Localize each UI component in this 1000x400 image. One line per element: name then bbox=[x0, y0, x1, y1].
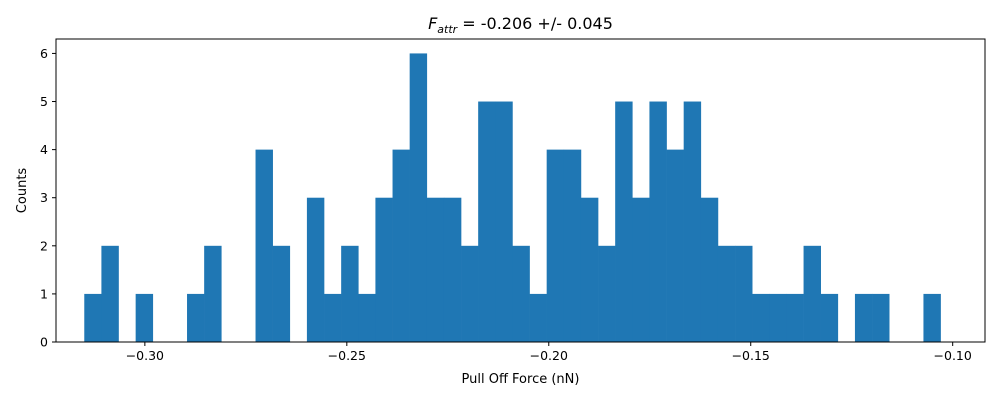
x-tick-label: −0.15 bbox=[732, 348, 770, 363]
histogram-bar bbox=[358, 293, 376, 342]
histogram-bar bbox=[495, 101, 513, 343]
histogram-bar bbox=[255, 149, 273, 342]
chart-title: Fattr = -0.206 +/- 0.045 bbox=[428, 14, 613, 36]
histogram-bar bbox=[872, 293, 890, 342]
histogram-bar bbox=[666, 149, 684, 342]
histogram-bar bbox=[341, 245, 359, 342]
histogram-bar bbox=[409, 53, 428, 343]
histogram-bar bbox=[478, 101, 496, 343]
histogram-bar bbox=[204, 245, 222, 342]
histogram-bar bbox=[135, 293, 154, 342]
y-tick-label: 5 bbox=[40, 94, 48, 109]
x-tick-label: −0.30 bbox=[126, 348, 164, 363]
title-value: = -0.206 +/- 0.045 bbox=[457, 14, 613, 33]
histogram-bar bbox=[683, 101, 702, 343]
x-axis-ticks: −0.30 −0.25 −0.20 −0.15 −0.10 bbox=[126, 342, 972, 363]
x-tick-label: −0.20 bbox=[530, 348, 568, 363]
histogram-bar bbox=[803, 245, 821, 342]
histogram-bar bbox=[700, 197, 719, 342]
histogram-bar bbox=[598, 245, 616, 342]
histogram-bar bbox=[752, 293, 770, 342]
title-variable: F bbox=[428, 14, 438, 33]
histogram-bar bbox=[786, 293, 804, 342]
histogram-bar bbox=[426, 197, 445, 342]
y-tick-label: 2 bbox=[40, 238, 48, 253]
histogram-bar bbox=[820, 293, 839, 342]
y-axis-label: Counts bbox=[15, 168, 30, 214]
histogram-bar bbox=[632, 197, 650, 342]
bars-group bbox=[84, 53, 941, 343]
y-tick-label: 6 bbox=[40, 46, 48, 61]
histogram-bar bbox=[392, 149, 410, 342]
histogram-bar bbox=[615, 101, 633, 343]
y-tick-label: 4 bbox=[40, 142, 48, 157]
y-tick-label: 3 bbox=[40, 190, 48, 205]
y-tick-label: 0 bbox=[40, 335, 48, 350]
histogram-bar bbox=[717, 245, 736, 342]
histogram-bar bbox=[735, 245, 753, 342]
x-tick-label: −0.25 bbox=[328, 348, 366, 363]
histogram-bar bbox=[580, 197, 599, 342]
histogram-bar bbox=[461, 245, 479, 342]
histogram-bar bbox=[306, 197, 325, 342]
histogram-bar bbox=[84, 293, 102, 342]
y-tick-label: 1 bbox=[40, 286, 48, 301]
histogram-bar bbox=[101, 245, 119, 342]
histogram-bar bbox=[546, 149, 565, 342]
histogram-bar bbox=[187, 293, 205, 342]
title-subscript: attr bbox=[437, 23, 458, 36]
histogram-bar bbox=[649, 101, 667, 343]
histogram-bar bbox=[854, 293, 873, 342]
histogram-bar bbox=[529, 293, 547, 342]
histogram-bar bbox=[324, 293, 342, 342]
histogram-bar bbox=[769, 293, 787, 342]
x-tick-label: −0.10 bbox=[934, 348, 972, 363]
x-axis-label: Pull Off Force (nN) bbox=[462, 372, 580, 387]
histogram-bar bbox=[923, 293, 941, 342]
histogram-bar bbox=[272, 245, 291, 342]
histogram-bar bbox=[512, 245, 530, 342]
histogram-bar bbox=[443, 197, 462, 342]
axes-frame bbox=[55, 38, 986, 343]
y-axis-ticks: 0 1 2 3 4 5 6 bbox=[40, 46, 56, 350]
histogram-bar bbox=[375, 197, 393, 342]
histogram-bar bbox=[563, 149, 582, 342]
